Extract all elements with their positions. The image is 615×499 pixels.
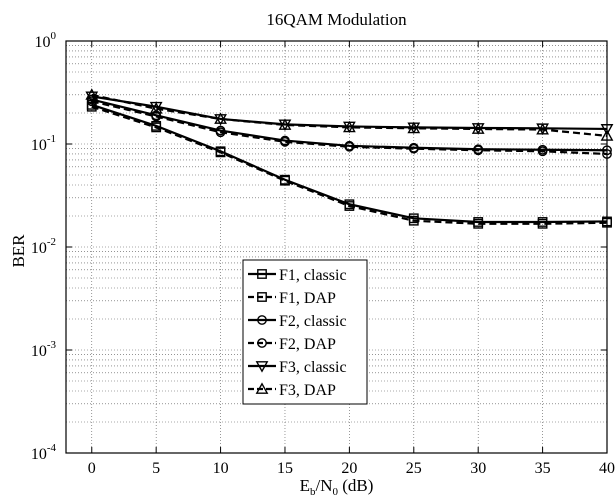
legend-label: F3, DAP	[279, 382, 336, 399]
y-tick-label: 10-1	[31, 133, 56, 154]
series-line	[91, 103, 608, 224]
series-group	[85, 88, 614, 229]
legend-marker	[255, 382, 269, 394]
series-line	[91, 105, 608, 225]
y-axis-label: BER	[9, 234, 28, 268]
legend-marker	[257, 338, 267, 348]
y-tick-label: 10-3	[31, 339, 57, 360]
data-point	[85, 91, 99, 104]
x-tick-label: 25	[406, 460, 422, 477]
legend-item: F1, classic	[248, 267, 347, 284]
legend-marker	[255, 361, 269, 373]
data-point	[536, 122, 549, 135]
legend-item: F2, classic	[248, 313, 347, 330]
data-point	[278, 118, 292, 130]
data-point	[408, 215, 419, 226]
legend: F1, classic F1, DAP F2, classic F2, DAP F3, …	[242, 259, 368, 405]
x-tick-label: 40	[599, 460, 615, 477]
series-line	[91, 93, 608, 137]
legend-marker	[257, 269, 267, 279]
y-tick-label: 10-2	[31, 236, 56, 257]
data-point	[473, 145, 484, 156]
data-point	[149, 102, 163, 114]
data-point	[280, 175, 290, 186]
legend-label: F3, classic	[279, 359, 347, 376]
x-axis-label-sub-b: b	[310, 486, 316, 498]
y-tick-label: 100	[35, 30, 57, 51]
legend-label: F2, DAP	[279, 336, 336, 353]
data-point	[537, 146, 548, 157]
data-point	[537, 218, 548, 229]
x-tick-label: 35	[535, 460, 551, 477]
data-point	[215, 147, 226, 158]
legend-label: F1, classic	[279, 267, 347, 284]
data-point	[344, 201, 355, 211]
data-point	[280, 136, 290, 147]
data-point	[151, 122, 162, 133]
data-point	[408, 143, 419, 154]
series-4	[86, 96, 612, 159]
legend-box	[242, 259, 368, 405]
legend-item: F1, DAP	[248, 290, 336, 307]
legend-label: F1, DAP	[279, 290, 336, 307]
x-axis-label-unit: (dB)	[338, 476, 373, 495]
x-tick-label: 15	[277, 460, 293, 477]
y-ticks: 100 10-1 10-2 10-3 10-4	[31, 30, 607, 463]
y-tick-label: 10-4	[31, 442, 57, 463]
x-tick-label: 20	[341, 460, 357, 477]
legend-marker	[257, 315, 267, 325]
series-6	[85, 88, 614, 141]
x-axis-label-mid: /N	[315, 476, 332, 495]
data-point	[407, 121, 421, 134]
data-point	[215, 127, 226, 138]
legend-marker	[257, 292, 267, 302]
data-point	[342, 120, 356, 133]
data-point	[214, 112, 227, 124]
data-point	[344, 141, 355, 152]
data-point	[473, 218, 484, 229]
x-axis-label: Eb/N0 (dB)	[300, 476, 374, 498]
series-line	[91, 100, 608, 156]
x-axis-label-main: E	[300, 476, 310, 495]
legend-item: F3, DAP	[248, 382, 336, 399]
data-point	[85, 88, 99, 100]
x-axis-label-sub-0: 0	[332, 486, 338, 498]
x-tick-label: 5	[152, 460, 160, 477]
chart-title: 16QAM Modulation	[266, 10, 407, 29]
data-point	[471, 122, 485, 134]
series-line	[91, 95, 608, 131]
x-ticks: 0 5 10 15 20 25 30 35 40	[88, 41, 615, 477]
legend-label: F2, classic	[279, 313, 347, 330]
legend-item: F3, classic	[248, 359, 347, 376]
legend-item: F2, DAP	[248, 336, 336, 353]
x-tick-label: 10	[213, 460, 229, 477]
series-line	[91, 98, 608, 152]
x-tick-label: 30	[470, 460, 486, 477]
x-tick-label: 0	[88, 460, 96, 477]
